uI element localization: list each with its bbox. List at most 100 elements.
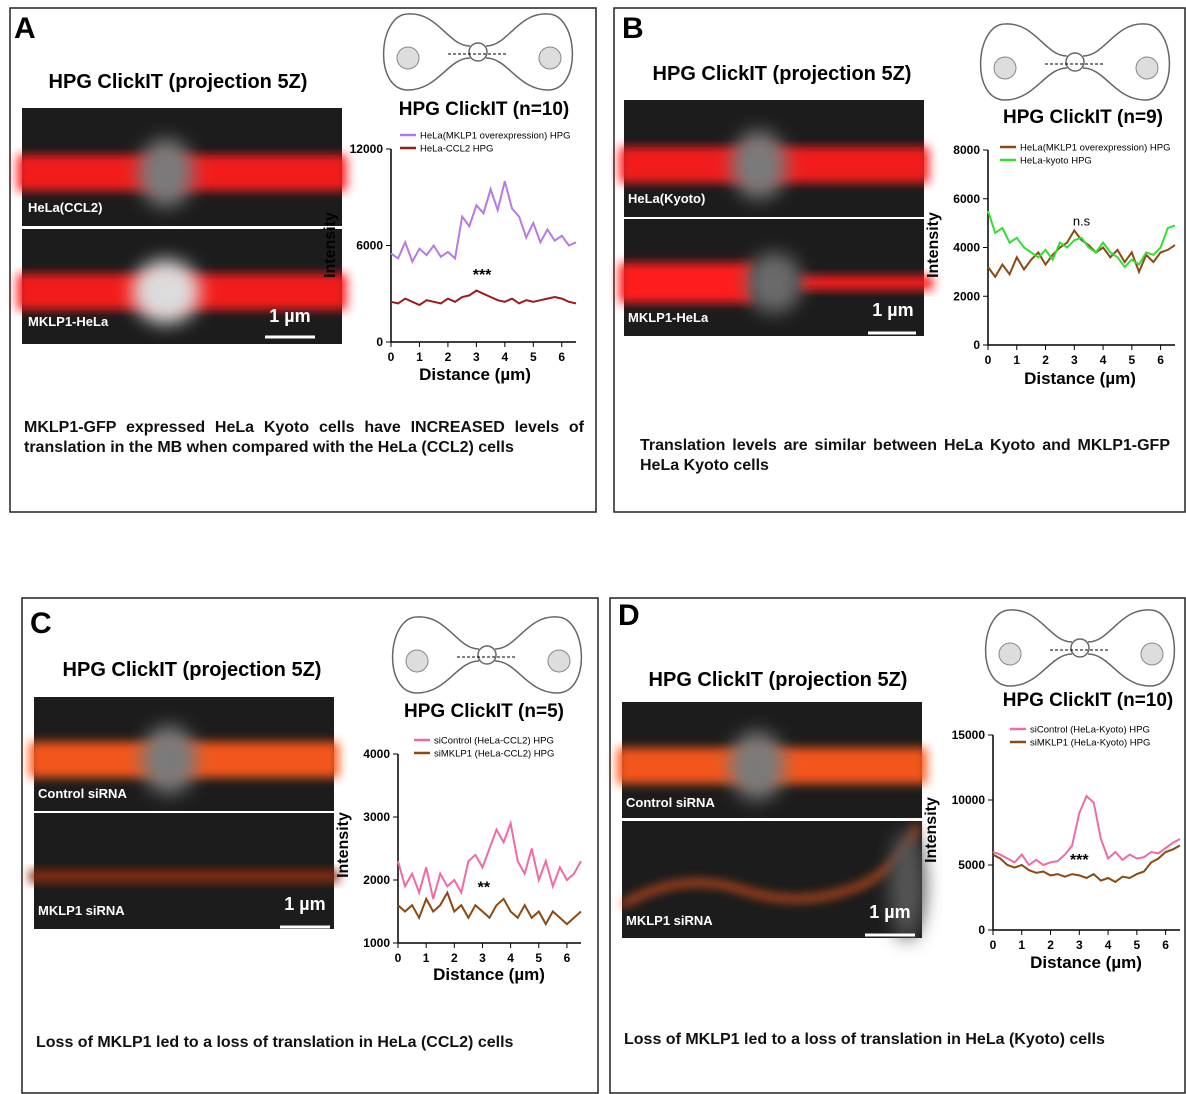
midbody: [746, 252, 802, 313]
annotation: ***: [473, 267, 492, 284]
series-line: [397, 819, 582, 900]
x-tick-label: 3: [1076, 938, 1083, 952]
nucleus: [1135, 56, 1159, 80]
microtubule-band: [798, 275, 933, 290]
x-tick-label: 1: [416, 350, 423, 364]
nucleus: [538, 46, 562, 70]
micrograph: [29, 697, 339, 811]
cell-schematic: [391, 616, 583, 694]
x-tick-label: 1: [1013, 353, 1020, 367]
micrograph: [17, 228, 347, 344]
series-line: [390, 180, 577, 264]
nucleus: [998, 642, 1022, 666]
scale-bar-label: 1 µm: [872, 300, 913, 320]
x-tick-label: 6: [1162, 938, 1169, 952]
cell-schematic: [984, 609, 1176, 687]
x-tick-label: 4: [507, 951, 514, 965]
x-tick-label: 1: [423, 951, 430, 965]
microtubule-band: [619, 262, 754, 303]
x-axis-label: Distance (µm): [419, 365, 531, 384]
series-line: [992, 844, 1181, 884]
x-tick-label: 2: [451, 951, 458, 965]
x-tick-label: 3: [473, 350, 480, 364]
x-tick-label: 4: [1100, 353, 1107, 367]
x-tick-label: 4: [502, 350, 509, 364]
x-tick-label: 6: [564, 951, 571, 965]
x-tick-label: 4: [1105, 938, 1112, 952]
panel-letter: D: [618, 599, 640, 632]
series-line: [397, 890, 582, 927]
micrograph: [619, 100, 929, 218]
y-axis-label: Intensity: [335, 812, 352, 878]
x-tick-label: 1: [1018, 938, 1025, 952]
series-line: [390, 289, 577, 307]
y-tick-label: 2000: [953, 289, 980, 303]
image-title: HPG ClickIT (projection 5Z): [49, 71, 308, 93]
panel-border: [21, 597, 599, 1094]
panel-letter: B: [622, 12, 644, 45]
micrograph: [620, 820, 925, 940]
image-label: Control siRNA: [626, 795, 715, 810]
image-label: HeLa(Kyoto): [628, 191, 705, 206]
legend-label: siControl (HeLa-Kyoto) HPG: [1030, 725, 1150, 736]
x-tick-label: 5: [530, 350, 537, 364]
chart-title: HPG ClickIT (n=10): [1003, 690, 1174, 711]
legend-label: HeLa-CCL2 HPG: [420, 144, 493, 155]
micrograph: [17, 108, 347, 226]
annotation: n.s: [1073, 214, 1091, 229]
panel-letter: A: [14, 12, 36, 45]
x-tick-label: 0: [990, 938, 997, 952]
legend-label: siMKLP1 (HeLa-CCL2) HPG: [434, 749, 554, 760]
x-tick-label: 6: [558, 350, 565, 364]
y-tick-label: 12000: [350, 142, 384, 156]
y-tick-label: 2000: [363, 873, 390, 887]
image-title: HPG ClickIT (projection 5Z): [63, 659, 322, 681]
x-axis-label: Distance (µm): [433, 965, 545, 984]
image-label: MKLP1 siRNA: [38, 903, 125, 918]
cell-midbody: [468, 42, 488, 62]
x-tick-label: 3: [1071, 353, 1078, 367]
panel-border: [9, 7, 597, 513]
y-tick-label: 4000: [953, 241, 980, 255]
midbody: [731, 130, 787, 199]
microtubule-band: [29, 870, 339, 883]
x-tick-label: 0: [985, 353, 992, 367]
nucleus: [993, 56, 1017, 80]
image-title: HPG ClickIT (projection 5Z): [649, 669, 908, 691]
y-tick-label: 1000: [363, 936, 390, 950]
y-tick-label: 0: [973, 338, 980, 352]
midbody: [132, 259, 200, 324]
x-tick-label: 2: [1047, 938, 1054, 952]
midbody: [141, 725, 197, 794]
micrograph: [29, 812, 339, 929]
y-tick-label: 15000: [952, 728, 986, 742]
y-axis-label: Intensity: [322, 212, 339, 278]
y-tick-label: 3000: [363, 810, 390, 824]
caption: Loss of MKLP1 led to a loss of translati…: [36, 1034, 514, 1051]
x-axis-label: Distance (µm): [1024, 369, 1136, 388]
legend-label: HeLa(MKLP1 overexpression) HPG: [420, 131, 570, 142]
cell-schematic: [382, 13, 574, 91]
x-tick-label: 2: [1042, 353, 1049, 367]
panel-letter: C: [30, 607, 52, 640]
series-line: [987, 228, 1176, 279]
y-tick-label: 0: [376, 335, 383, 349]
cell-edge: [889, 829, 925, 940]
image-label: HeLa(CCL2): [28, 200, 102, 215]
y-tick-label: 0: [978, 923, 985, 937]
image-label: MKLP1-HeLa: [628, 310, 709, 325]
midbody: [729, 731, 785, 800]
series-line: [987, 210, 1176, 269]
scale-bar-label: 1 µm: [284, 894, 325, 914]
chart-title: HPG ClickIT (n=9): [1003, 107, 1163, 128]
x-axis-label: Distance (µm): [1030, 953, 1142, 972]
x-tick-label: 6: [1157, 353, 1164, 367]
x-tick-label: 0: [388, 350, 395, 364]
y-tick-label: 4000: [363, 747, 390, 761]
nucleus: [1140, 642, 1164, 666]
series-line: [992, 794, 1181, 867]
nucleus: [405, 649, 429, 673]
midbody: [138, 138, 194, 207]
nucleus: [396, 46, 420, 70]
